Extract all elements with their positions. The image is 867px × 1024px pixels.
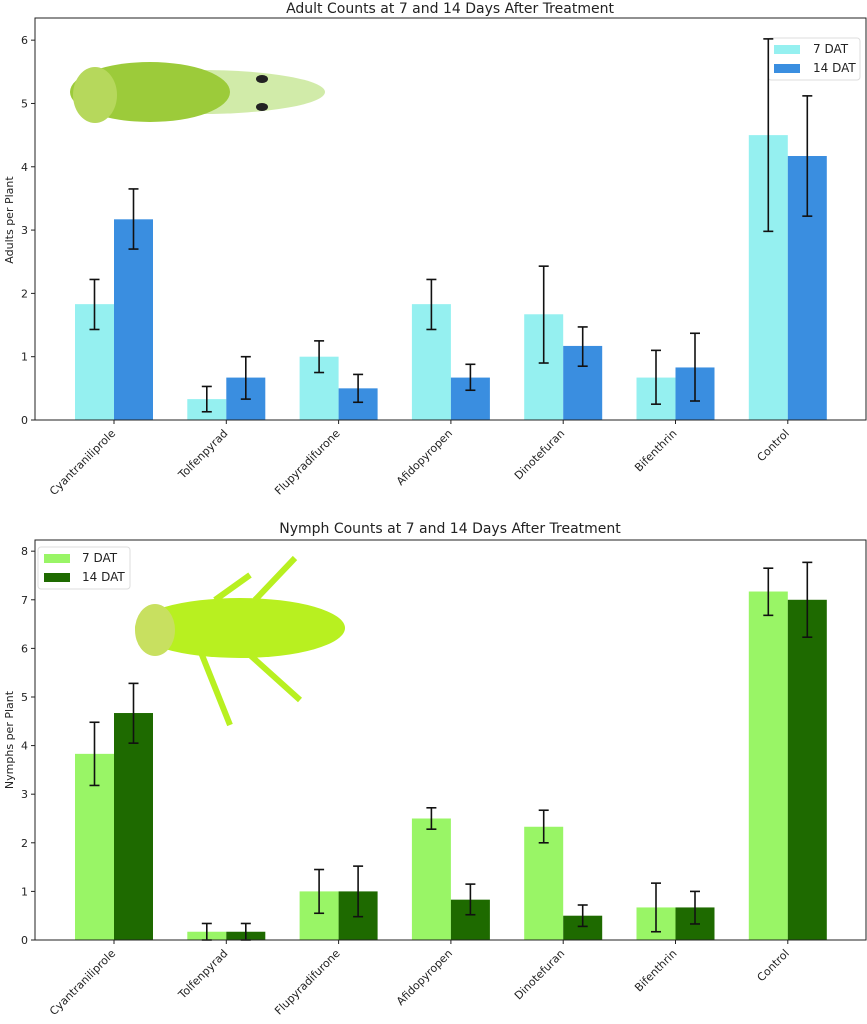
nymph-y-tick-label: 1 [21,885,28,898]
nymph-y-tick-label: 7 [21,594,28,607]
nymph-x-tick-label: Dinotefuran [512,947,567,1002]
nymph-y-tick-label: 6 [21,642,28,655]
nymph-x-tick-label: Control [755,947,792,984]
adult-y-tick-label: 4 [21,161,28,174]
adult-x-tick-label: Tolfenpyrad [175,427,230,482]
adult-chart: Adult Counts at 7 and 14 Days After Trea… [3,1,867,498]
adult-y-tick-label: 5 [21,97,28,110]
nymph-y-tick-label: 4 [21,740,28,753]
adult-x-tick-label: Dinotefuran [512,427,567,482]
nymph-y-tick-label: 8 [21,545,28,558]
nymph-x-tick-label: Bifenthrin [632,947,679,994]
adult-x-tick-label: Cyantraniliprole [47,427,118,498]
nymph-y-tick-label: 5 [21,691,28,704]
adult-y-tick-label: 2 [21,287,28,300]
nymph-y-tick-label: 3 [21,788,28,801]
nymph-y-tick-label: 0 [21,934,28,947]
adult-insect-image [70,62,325,123]
adult-y-tick-label: 6 [21,34,28,47]
nymph-legend-label-14dat: 14 DAT [82,570,125,584]
adult-legend-swatch [774,64,800,73]
adult-x-tick-label: Control [755,427,792,464]
adult-y-tick-label: 1 [21,351,28,364]
nymph-x-tick-label: Cyantraniliprole [47,947,118,1018]
adult-legend-label-7dat: 7 DAT [813,42,849,56]
nymph-bar [748,591,788,940]
adult-x-tick-label: Afidopyropen [394,427,455,488]
nymph-bar [411,818,451,940]
nymph-bar [524,826,564,940]
nymph-legend-swatch [44,554,70,563]
nymph-bar [114,713,153,940]
nymph-legend-label-7dat: 7 DAT [82,551,118,565]
adult-legend-swatch [774,45,800,54]
nymph-chart-title: Nymph Counts at 7 and 14 Days After Trea… [279,521,621,537]
nymph-y-axis-label: Nymphs per Plant [3,690,16,789]
adult-chart-title: Adult Counts at 7 and 14 Days After Trea… [286,1,614,17]
adult-bar [114,219,153,420]
nymph-y-tick-label: 2 [21,837,28,850]
nymph-bar [787,599,827,940]
nymph-x-tick-label: Tolfenpyrad [175,947,230,1002]
adult-y-tick-label: 0 [21,414,28,427]
nymph-insect-image [135,555,345,727]
nymph-x-tick-label: Afidopyropen [394,947,455,1008]
adult-x-tick-label: Flupyradifurone [272,427,343,498]
adult-legend-label-14dat: 14 DAT [813,61,856,75]
nymph-x-tick-label: Flupyradifurone [272,947,343,1018]
adult-x-tick-label: Bifenthrin [632,427,679,474]
nymph-legend-swatch [44,573,70,582]
adult-y-axis-label: Adults per Plant [3,176,16,264]
nymph-chart: Nymph Counts at 7 and 14 Days After Trea… [3,521,867,1018]
adult-y-tick-label: 3 [21,224,28,237]
